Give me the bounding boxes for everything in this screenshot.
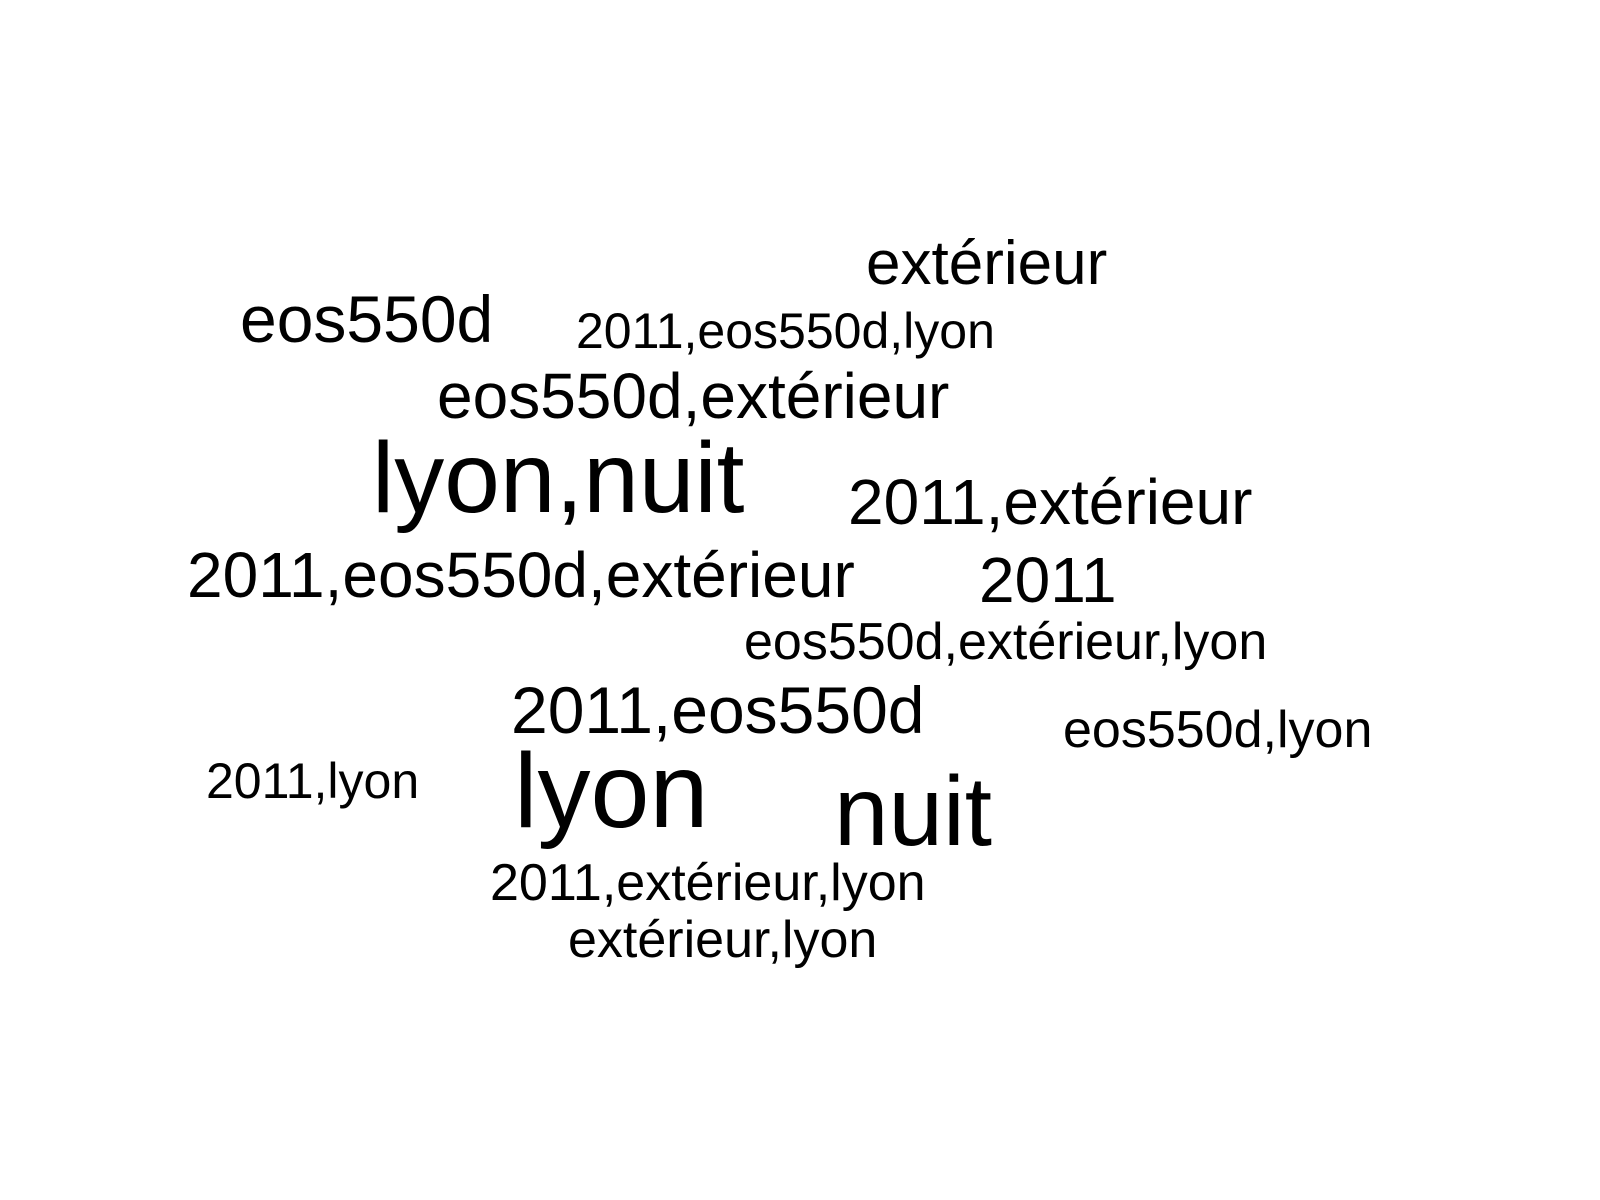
word-exterieur-lyon: extérieur,lyon (568, 911, 878, 969)
word-eos550d-exterieur: eos550d,extérieur (437, 360, 950, 432)
word-2011-eos550d-exterieur: 2011,eos550d,extérieur (187, 539, 855, 611)
word-exterieur: extérieur (866, 229, 1108, 298)
word-2011-lyon: 2011,lyon (206, 753, 420, 809)
word-2011: 2011 (979, 544, 1117, 616)
word-eos550d-lyon: eos550d,lyon (1063, 701, 1373, 759)
word-2011-eos550d-lyon: 2011,eos550d,lyon (576, 303, 995, 359)
word-nuit: nuit (834, 756, 993, 866)
word-2011-eos550d: 2011,eos550d (511, 673, 925, 747)
word-lyon-nuit: lyon,nuit (372, 422, 745, 534)
word-2011-exterieur-lyon: 2011,extérieur,lyon (490, 854, 926, 912)
word-lyon: lyon (514, 732, 709, 850)
word-eos550d-exterieur-lyon: eos550d,extérieur,lyon (744, 613, 1268, 671)
word-eos550d: eos550d (240, 282, 494, 356)
word-2011-exterieur: 2011,extérieur (848, 466, 1253, 538)
